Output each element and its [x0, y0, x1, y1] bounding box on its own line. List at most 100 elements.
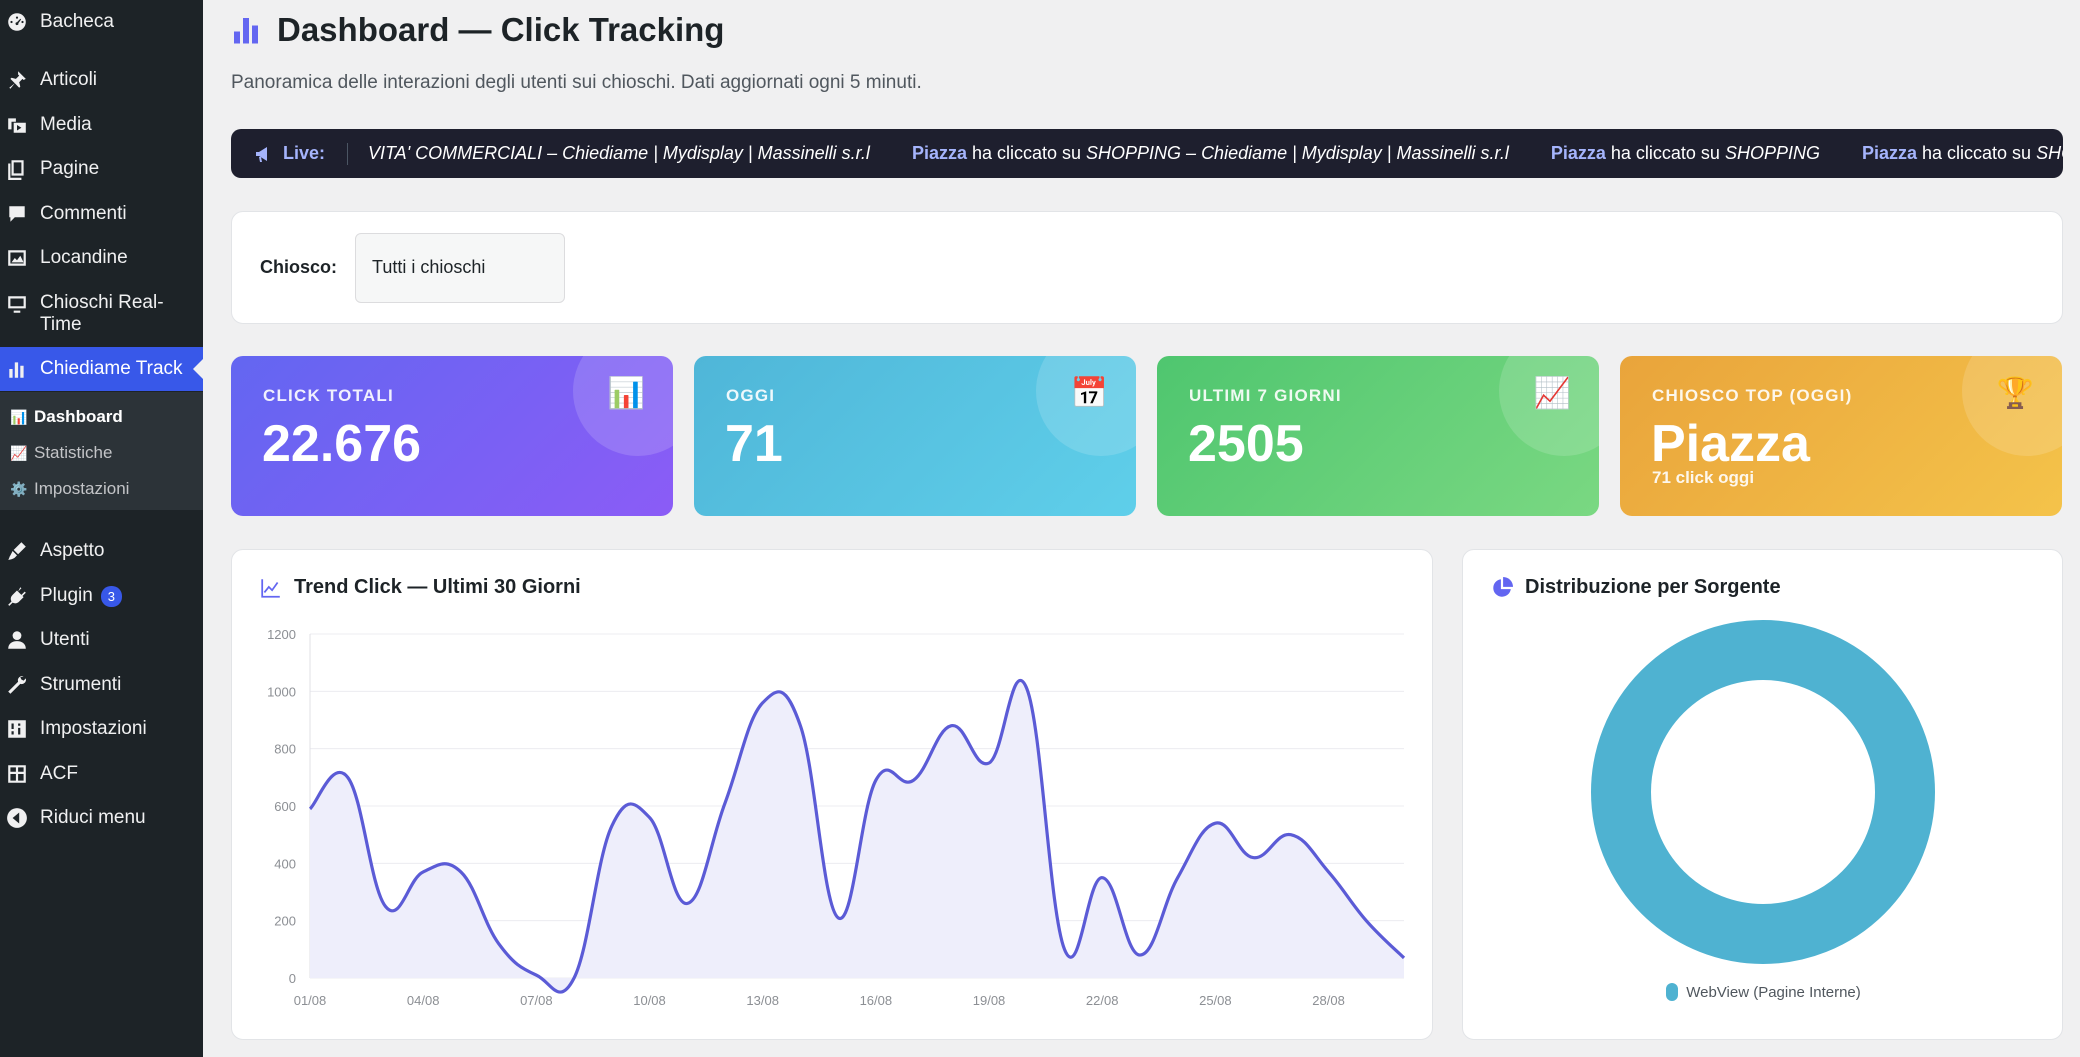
plugin-icon — [5, 584, 29, 608]
menu-item-pagine[interactable]: Pagine — [0, 147, 203, 191]
menu-item-aspetto[interactable]: Aspetto — [0, 529, 203, 573]
y-tick-label: 0 — [289, 971, 296, 986]
menu-item-commenti[interactable]: Commenti — [0, 192, 203, 236]
ticker-entry: Piazza ha cliccato su SHOPPING — [1551, 143, 1820, 164]
bar-chart-icon — [234, 18, 258, 44]
stat-subtext: 71 click oggi — [1652, 468, 1755, 487]
live-label: Live: — [231, 142, 349, 165]
submenu-item-impostazioni[interactable]: ⚙️ Impostazioni — [10, 474, 129, 504]
ticker-target: VITA' COMMERCIALI – Chiediame | Mydispla… — [368, 143, 870, 163]
media-icon — [5, 113, 29, 137]
ticker-entry: Piazza ha cliccato su SHOPPING — [1862, 143, 2063, 164]
menu-label: Pagine — [40, 158, 100, 179]
ticker-track: VITA' COMMERCIALI – Chiediame | Mydispla… — [348, 143, 2063, 164]
stat-value: 2505 — [1188, 415, 1304, 473]
stat-card-chiosco-top: 🏆 CHIOSCO TOP (OGGI) Piazza 71 click ogg… — [1620, 356, 2062, 516]
ticker-target: SHOPPING — [2036, 143, 2063, 163]
x-tick-label: 28/08 — [1312, 993, 1345, 1008]
chart-legend: WebView (Pagine Interne) — [1463, 983, 2064, 1001]
ticker-target: SHOPPING – Chiediame | Mydisplay | Massi… — [1086, 143, 1509, 163]
stat-label: OGGI — [726, 386, 776, 405]
stat-value: 22.676 — [262, 415, 422, 473]
ticker-action: ha cliccato su — [966, 143, 1087, 163]
comment-icon — [5, 202, 29, 226]
series-line — [308, 678, 1406, 994]
kiosk-select[interactable]: Tutti i chioschi — [355, 232, 566, 303]
admin-sidebar: Bacheca Articoli Media Pagine Commenti L… — [0, 0, 203, 1057]
submenu-item-statistiche[interactable]: 📈 Statistiche — [10, 438, 112, 468]
x-tick-label: 25/08 — [1199, 993, 1232, 1008]
menu-item-media[interactable]: Media — [0, 103, 203, 147]
menu-item-locandine[interactable]: Locandine — [0, 236, 203, 280]
menu-item-impostazioni[interactable]: Impostazioni — [0, 707, 203, 751]
x-tick-label: 07/08 — [520, 993, 553, 1008]
ticker-action: ha cliccato su — [1605, 143, 1725, 163]
menu-item-riduci-menu[interactable]: Riduci menu — [0, 796, 203, 840]
ticker-kiosk: Piazza — [1550, 143, 1606, 163]
distribution-donut[interactable] — [1463, 550, 2064, 1041]
pages-icon — [5, 157, 29, 181]
y-tick-label: 1200 — [267, 627, 296, 642]
page-heading: Dashboard — Click Tracking — [277, 11, 725, 48]
pin-icon — [5, 68, 29, 92]
x-tick-label: 04/08 — [407, 993, 440, 1008]
menu-item-plugin[interactable]: Plugin 3 — [0, 574, 203, 618]
update-count-badge: 3 — [100, 585, 122, 607]
trend-chart[interactable]: 0 200 400 600 800 1000 1200 01/08 04/08 07/08 10/0… — [232, 550, 1434, 1041]
page-subtitle: Panoramica delle interazioni degli utent… — [231, 72, 922, 93]
ticker-target: SHOPPING — [1724, 143, 1820, 163]
stat-card-oggi: 📅 OGGI 71 — [694, 356, 1136, 516]
stat-card-click-totali: 📊 CLICK TOTALI 22.676 — [231, 356, 673, 516]
trend-chart-card: 0 200 400 600 800 1000 1200 01/08 04/08 07/08 10/0… — [231, 549, 1433, 1040]
submenu-item-dashboard[interactable]: 📊 Dashboard — [10, 402, 123, 432]
series-area — [310, 680, 1404, 993]
y-tick-label: 400 — [274, 856, 296, 871]
menu-item-utenti[interactable]: Utenti — [0, 618, 203, 662]
menu-label: Utenti — [40, 629, 90, 650]
dashboard-icon — [5, 10, 29, 34]
stat-label: ULTIMI 7 GIORNI — [1189, 386, 1342, 405]
trend-icon: 📈 — [10, 444, 28, 461]
menu-label: ACF — [40, 763, 78, 784]
menu-item-chioschi-real-time[interactable]: Chioschi Real-Time — [0, 288, 203, 348]
x-tick-label: 19/08 — [973, 993, 1006, 1008]
megaphone-icon — [256, 146, 267, 162]
menu-item-chiediame-track[interactable]: Chiediame Track — [0, 347, 203, 391]
menu-item-bacheca[interactable]: Bacheca — [0, 0, 203, 44]
menu-item-strumenti[interactable]: Strumenti — [0, 663, 203, 707]
x-tick-label: 13/08 — [746, 993, 779, 1008]
submenu-label: Impostazioni — [34, 479, 130, 498]
menu-label: Riduci menu — [40, 807, 146, 828]
distribution-chart-title: Distribuzione per Sorgente — [1491, 576, 1781, 599]
menu-label: Articoli — [40, 69, 98, 90]
menu-item-articoli[interactable]: Articoli — [0, 58, 203, 102]
legend-label: WebView (Pagine Interne) — [1686, 983, 1861, 1001]
menu-item-acf[interactable]: ACF — [0, 752, 203, 796]
card-title-text: Distribuzione per Sorgente — [1525, 576, 1781, 598]
settings-sliders-icon — [5, 717, 29, 741]
stat-card-ultimi-7-giorni: 📈 ULTIMI 7 GIORNI 2505 — [1157, 356, 1599, 516]
distribution-chart-card: Distribuzione per Sorgente WebView (Pagi… — [1462, 549, 2063, 1040]
menu-label: Commenti — [40, 203, 127, 224]
trend-chart-title: Trend Click — Ultimi 30 Giorni — [260, 576, 581, 599]
trophy-icon: 🏆 — [1996, 377, 2034, 410]
stat-value: Piazza — [1651, 415, 1810, 473]
legend-swatch — [1666, 983, 1679, 1001]
monitor-icon — [5, 292, 29, 316]
stat-label: CHIOSCO TOP (OGGI) — [1652, 386, 1853, 405]
y-tick-label: 1000 — [267, 684, 296, 699]
menu-label: Aspetto — [40, 540, 105, 561]
menu-label: Bacheca — [40, 11, 114, 32]
menu-label: Locandine — [40, 247, 128, 268]
y-tick-label: 800 — [274, 742, 296, 757]
submenu-label: Dashboard — [34, 407, 123, 426]
y-tick-label: 200 — [274, 914, 296, 929]
x-tick-label: 01/08 — [294, 993, 327, 1008]
collapse-icon — [5, 806, 29, 830]
image-icon — [5, 246, 29, 270]
wrench-icon — [5, 673, 29, 697]
donut-slice — [1591, 620, 1935, 964]
bar-chart-icon — [5, 357, 29, 381]
page-title: Dashboard — Click Tracking — [231, 8, 724, 52]
ticker-entry: Piazza ha cliccato su SHOPPING – Chiedia… — [912, 143, 1509, 164]
